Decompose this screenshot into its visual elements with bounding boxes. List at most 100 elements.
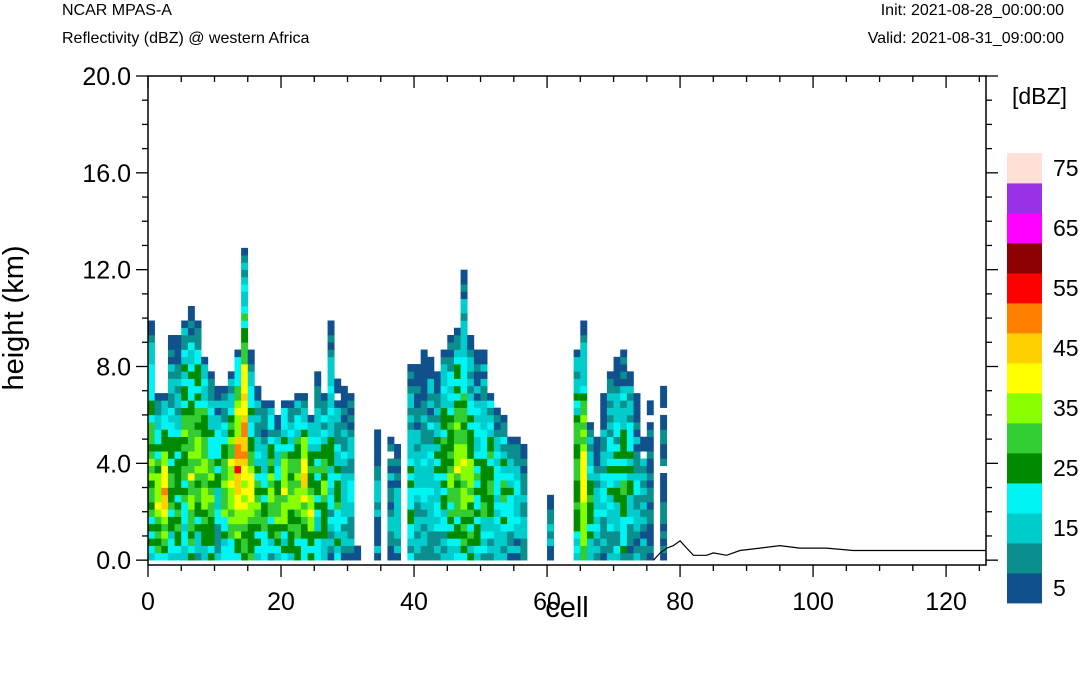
reflectivity-cell: [600, 487, 608, 496]
reflectivity-cell: [174, 487, 182, 496]
reflectivity-cell: [334, 538, 342, 546]
reflectivity-cell: [507, 502, 515, 510]
reflectivity-cell: [447, 393, 455, 401]
reflectivity-cell: [480, 509, 488, 517]
reflectivity-cell: [447, 371, 455, 379]
reflectivity-cell: [214, 451, 222, 459]
reflectivity-cell: [201, 523, 209, 532]
reflectivity-cell: [314, 407, 322, 416]
reflectivity-cell: [247, 487, 255, 496]
reflectivity-cell: [606, 502, 614, 510]
reflectivity-cell: [148, 552, 155, 561]
reflectivity-cell: [347, 552, 355, 561]
reflectivity-cell: [493, 436, 501, 445]
reflectivity-cell: [227, 371, 235, 379]
reflectivity-cell: [467, 509, 475, 517]
reflectivity-cell: [221, 400, 229, 408]
reflectivity-cell: [633, 545, 641, 554]
reflectivity-cell: [586, 422, 594, 430]
reflectivity-cell: [586, 487, 594, 496]
reflectivity-cell: [300, 538, 308, 546]
reflectivity-cell: [207, 545, 215, 554]
reflectivity-cell: [500, 465, 508, 474]
reflectivity-cell: [221, 473, 229, 481]
reflectivity-cell: [294, 422, 302, 430]
reflectivity-cell: [580, 516, 588, 525]
reflectivity-cell: [420, 451, 428, 459]
reflectivity-cell: [241, 436, 249, 445]
reflectivity-cell: [274, 458, 282, 467]
reflectivity-cell: [633, 516, 641, 525]
reflectivity-cell: [300, 509, 308, 517]
reflectivity-cell: [281, 414, 288, 423]
reflectivity-cell: [420, 371, 428, 379]
reflectivity-cell: [148, 429, 155, 437]
reflectivity-cell: [167, 342, 175, 350]
reflectivity-cell: [487, 465, 495, 474]
reflectivity-cell: [214, 552, 222, 561]
reflectivity-cell: [201, 465, 209, 474]
reflectivity-cell: [221, 516, 229, 525]
reflectivity-cell: [467, 400, 475, 408]
reflectivity-cell: [148, 451, 155, 459]
reflectivity-cell: [187, 422, 195, 430]
reflectivity-cell: [467, 552, 475, 561]
reflectivity-cell: [414, 494, 421, 503]
reflectivity-cell: [261, 509, 269, 517]
reflectivity-cell: [374, 443, 382, 452]
reflectivity-cell: [314, 378, 322, 387]
reflectivity-cell: [194, 414, 202, 423]
colorbar-swatch: [1007, 543, 1042, 574]
reflectivity-cell: [267, 429, 275, 437]
reflectivity-cell: [214, 436, 222, 445]
reflectivity-cell: [241, 327, 249, 336]
reflectivity-cell: [573, 480, 581, 488]
reflectivity-cell: [201, 356, 209, 365]
reflectivity-cell: [194, 422, 202, 430]
reflectivity-cell: [161, 531, 169, 539]
reflectivity-cell: [274, 429, 282, 437]
reflectivity-cell: [254, 393, 262, 401]
reflectivity-cell: [148, 436, 155, 445]
reflectivity-cell: [473, 378, 481, 387]
reflectivity-cell: [633, 531, 641, 539]
reflectivity-cell: [201, 393, 209, 401]
reflectivity-cell: [214, 509, 222, 517]
reflectivity-cell: [187, 407, 195, 416]
reflectivity-cell: [467, 502, 475, 510]
reflectivity-cell: [148, 356, 155, 365]
reflectivity-cell: [460, 298, 468, 307]
reflectivity-cell: [387, 509, 395, 517]
reflectivity-cell: [320, 429, 328, 437]
reflectivity-cell: [334, 443, 342, 452]
reflectivity-cell: [427, 538, 435, 546]
reflectivity-cell: [287, 451, 295, 459]
reflectivity-cell: [194, 342, 202, 350]
reflectivity-cell: [580, 480, 588, 488]
reflectivity-cell: [440, 465, 448, 474]
reflectivity-cell: [500, 458, 508, 467]
reflectivity-cell: [480, 480, 488, 488]
reflectivity-cell: [281, 473, 288, 481]
reflectivity-cell: [207, 538, 215, 546]
reflectivity-cell: [573, 552, 581, 561]
reflectivity-cell: [247, 378, 255, 387]
reflectivity-cell: [467, 414, 475, 423]
reflectivity-cell: [201, 429, 209, 437]
reflectivity-cell: [460, 487, 468, 496]
reflectivity-cell: [414, 487, 421, 496]
reflectivity-cell: [154, 473, 162, 481]
reflectivity-cell: [294, 523, 302, 532]
reflectivity-cell: [573, 364, 581, 372]
reflectivity-cell: [440, 545, 448, 554]
reflectivity-cell: [660, 545, 668, 554]
reflectivity-cell: [460, 523, 468, 532]
reflectivity-cell: [573, 531, 581, 539]
reflectivity-cell: [613, 400, 621, 408]
reflectivity-cell: [580, 349, 588, 358]
reflectivity-cell: [447, 545, 455, 554]
reflectivity-cell: [148, 473, 155, 481]
reflectivity-cell: [414, 465, 421, 474]
reflectivity-cell: [300, 545, 308, 554]
reflectivity-cell: [241, 291, 249, 300]
